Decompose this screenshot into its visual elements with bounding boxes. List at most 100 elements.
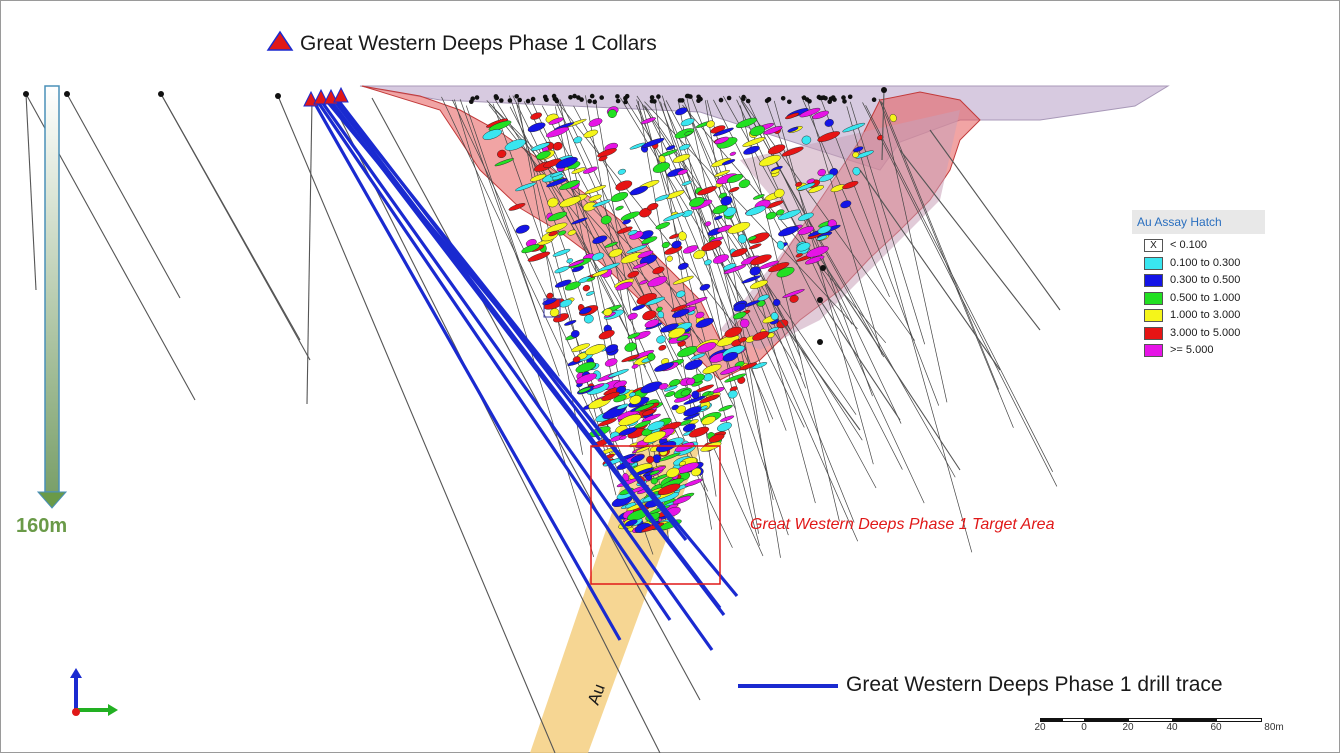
collar-point: [804, 97, 810, 102]
cluster-trace: [453, 99, 595, 558]
assay-intercept: [663, 212, 685, 222]
assay-intercept: [701, 240, 722, 252]
cluster-trace: [736, 99, 925, 504]
assay-intercept: [697, 186, 717, 196]
assay-intercept: [724, 373, 747, 383]
assay-intercept: [752, 194, 765, 200]
collar-point: [881, 87, 887, 93]
collar-point: [817, 297, 823, 303]
cluster-trace: [806, 99, 883, 355]
collar-point: [615, 94, 620, 99]
assay-intercept: [712, 387, 725, 394]
assay-intercept: [615, 180, 633, 191]
assay-intercept: [675, 107, 688, 116]
assay-intercept: [592, 383, 605, 389]
assay-intercept: [704, 259, 712, 266]
assay-intercept: [684, 478, 703, 487]
scale-bar: 20 0 20 40 60 80m: [1030, 718, 1295, 750]
collar-point: [592, 99, 597, 105]
assay-intercept: [575, 361, 596, 373]
drill-trace: [819, 257, 961, 471]
collar-point: [649, 98, 655, 104]
assay-intercept: [706, 120, 715, 128]
cluster-trace: [523, 101, 638, 308]
assay-intercept: [787, 126, 799, 133]
assay-intercept: [656, 335, 666, 344]
cluster-trace: [657, 97, 787, 431]
assay-intercept: [661, 241, 670, 249]
collar-point: [275, 93, 281, 99]
mineralised-shell: [361, 85, 981, 381]
assay-intercept: [658, 383, 669, 390]
collar-point: [677, 98, 683, 103]
assay-intercept: [664, 391, 676, 398]
phase1-drill-traces: [312, 98, 739, 651]
assay-intercept: [712, 204, 728, 215]
drill-trace-key-label: Great Western Deeps Phase 1 drill trace: [846, 673, 1223, 696]
collar-point: [499, 98, 504, 103]
assay-intercept: [584, 185, 607, 195]
assay-intercept: [738, 337, 747, 343]
drill-trace-key-line: [738, 684, 838, 688]
assay-intercept: [578, 387, 592, 394]
cluster-trace: [682, 104, 887, 344]
collar-point: [525, 98, 531, 104]
assay-intercept: [650, 477, 659, 485]
assay-intercept: [739, 362, 758, 371]
collar-point: [820, 95, 825, 101]
assay-intercept: [770, 312, 779, 321]
assay-intercept: [722, 351, 739, 362]
assay-intercept: [686, 377, 696, 386]
assay-intercept: [494, 158, 515, 167]
assay-intercept: [733, 302, 747, 312]
assay-intercept: [672, 154, 691, 163]
cluster-trace: [881, 102, 1000, 390]
assay-intercept: [583, 314, 594, 324]
scale-tick-label: 40: [1166, 722, 1178, 733]
assay-intercept: [571, 167, 586, 174]
depth-scale-label: 160m: [16, 515, 68, 537]
assay-intercept: [749, 280, 768, 289]
collar-point: [599, 95, 604, 100]
target-area-box: [590, 445, 721, 585]
assay-intercept: [647, 420, 665, 431]
assay-intercept: [652, 162, 671, 173]
assay-intercept: [759, 155, 781, 167]
assay-intercept: [679, 460, 686, 466]
assay-intercept: [598, 330, 615, 340]
assay-intercept: [795, 253, 803, 258]
assay-intercept: [689, 197, 705, 208]
assay-intercept: [615, 281, 633, 291]
assay-intercept: [713, 170, 731, 177]
assay-intercept: [640, 117, 656, 125]
assay-intercept: [782, 289, 805, 298]
assay-intercept: [750, 254, 772, 266]
assay-intercept: [617, 226, 633, 234]
assay-intercept: [723, 264, 747, 274]
phase1-collar-marker: [313, 88, 329, 105]
assay-intercept: [776, 240, 785, 250]
assay-intercept: [629, 185, 649, 196]
assay-intercept: [597, 262, 620, 272]
assay-intercept: [591, 269, 609, 277]
assay-intercept: [582, 284, 591, 292]
assay-intercept: [701, 415, 716, 426]
assay-intercept: [643, 430, 667, 443]
assay-intercept: [767, 144, 786, 155]
legend-swatch: X: [1144, 239, 1163, 252]
collar-point: [841, 95, 846, 100]
assay-intercept: [695, 318, 714, 328]
collar-point: [589, 93, 595, 99]
assay-intercept: [702, 364, 722, 374]
cluster-trace: [722, 95, 853, 325]
assay-intercept: [588, 118, 603, 127]
assay-intercept: [600, 215, 612, 225]
assay-intercept: [680, 389, 691, 397]
assay-intercept: [521, 244, 540, 254]
assay-intercept: [695, 311, 705, 319]
existing-drill-traces: [25, 89, 1061, 753]
assay-intercept: [674, 128, 695, 139]
phase1-drill-trace: [332, 99, 722, 609]
drill-trace: [779, 319, 861, 431]
reference-square: [543, 298, 561, 318]
